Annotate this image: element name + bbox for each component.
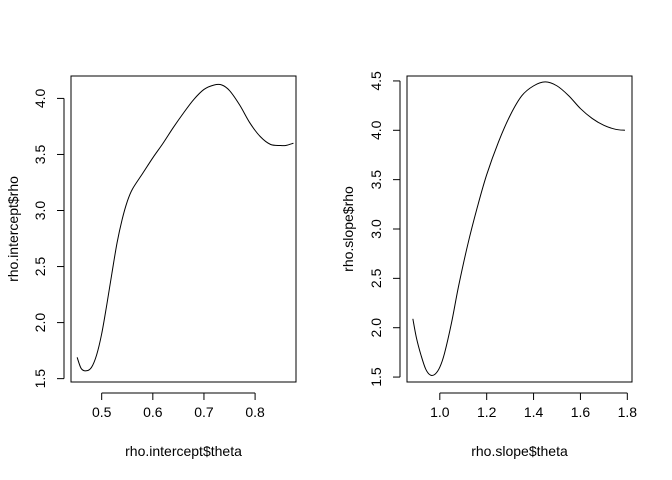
x-tick-label: 0.6 bbox=[143, 404, 163, 420]
x-tick-label: 1.6 bbox=[571, 404, 591, 420]
series-line bbox=[76, 83, 294, 372]
y-tick-label: 2.5 bbox=[368, 268, 384, 288]
y-tick-label: 2.5 bbox=[32, 257, 48, 277]
y-tick-label: 1.5 bbox=[32, 369, 48, 389]
panel-rho-intercept: 0.5 0.6 0.7 0.8 1.5 2.0 2.5 3.0 3.5 4.0 rho.inte… bbox=[5, 75, 297, 459]
panel-rho-slope: 1.0 1.2 1.4 1.6 1.8 1.5 2.0 2.5 3.0 3.5 4.0 4.5 rh… bbox=[340, 71, 637, 459]
y-tick-label: 3.0 bbox=[32, 201, 48, 221]
y-tick-label: 1.5 bbox=[368, 367, 384, 387]
x-tick-label: 0.5 bbox=[92, 404, 112, 420]
y-tick-label: 2.0 bbox=[368, 318, 384, 338]
y-tick-label: 4.5 bbox=[368, 71, 384, 91]
x-tick-label: 1.4 bbox=[524, 404, 544, 420]
x-axis: 0.5 0.6 0.7 0.8 bbox=[92, 392, 265, 420]
y-tick-label: 3.5 bbox=[32, 145, 48, 165]
x-tick-label: 0.7 bbox=[194, 404, 214, 420]
y-tick-label: 4.0 bbox=[32, 88, 48, 108]
x-tick-label: 1.2 bbox=[477, 404, 497, 420]
y-tick-label: 3.0 bbox=[368, 219, 384, 239]
plot-box bbox=[70, 75, 297, 383]
x-axis-title: rho.slope$theta bbox=[471, 443, 568, 459]
series-line bbox=[412, 81, 626, 376]
y-axis-title: rho.intercept$rho bbox=[5, 176, 21, 282]
y-axis: 1.5 2.0 2.5 3.0 3.5 4.0 bbox=[32, 88, 65, 389]
x-tick-label: 0.8 bbox=[245, 404, 265, 420]
y-axis: 1.5 2.0 2.5 3.0 3.5 4.0 4.5 bbox=[368, 71, 401, 387]
y-tick-label: 4.0 bbox=[368, 120, 384, 140]
x-axis: 1.0 1.2 1.4 1.6 1.8 bbox=[430, 392, 638, 420]
x-axis-title: rho.intercept$theta bbox=[125, 443, 242, 459]
x-tick-label: 1.8 bbox=[618, 404, 638, 420]
x-tick-label: 1.0 bbox=[430, 404, 450, 420]
plot-box bbox=[406, 75, 633, 383]
y-tick-label: 2.0 bbox=[32, 313, 48, 333]
y-axis-title: rho.slope$rho bbox=[340, 186, 356, 272]
y-tick-label: 3.5 bbox=[368, 170, 384, 190]
